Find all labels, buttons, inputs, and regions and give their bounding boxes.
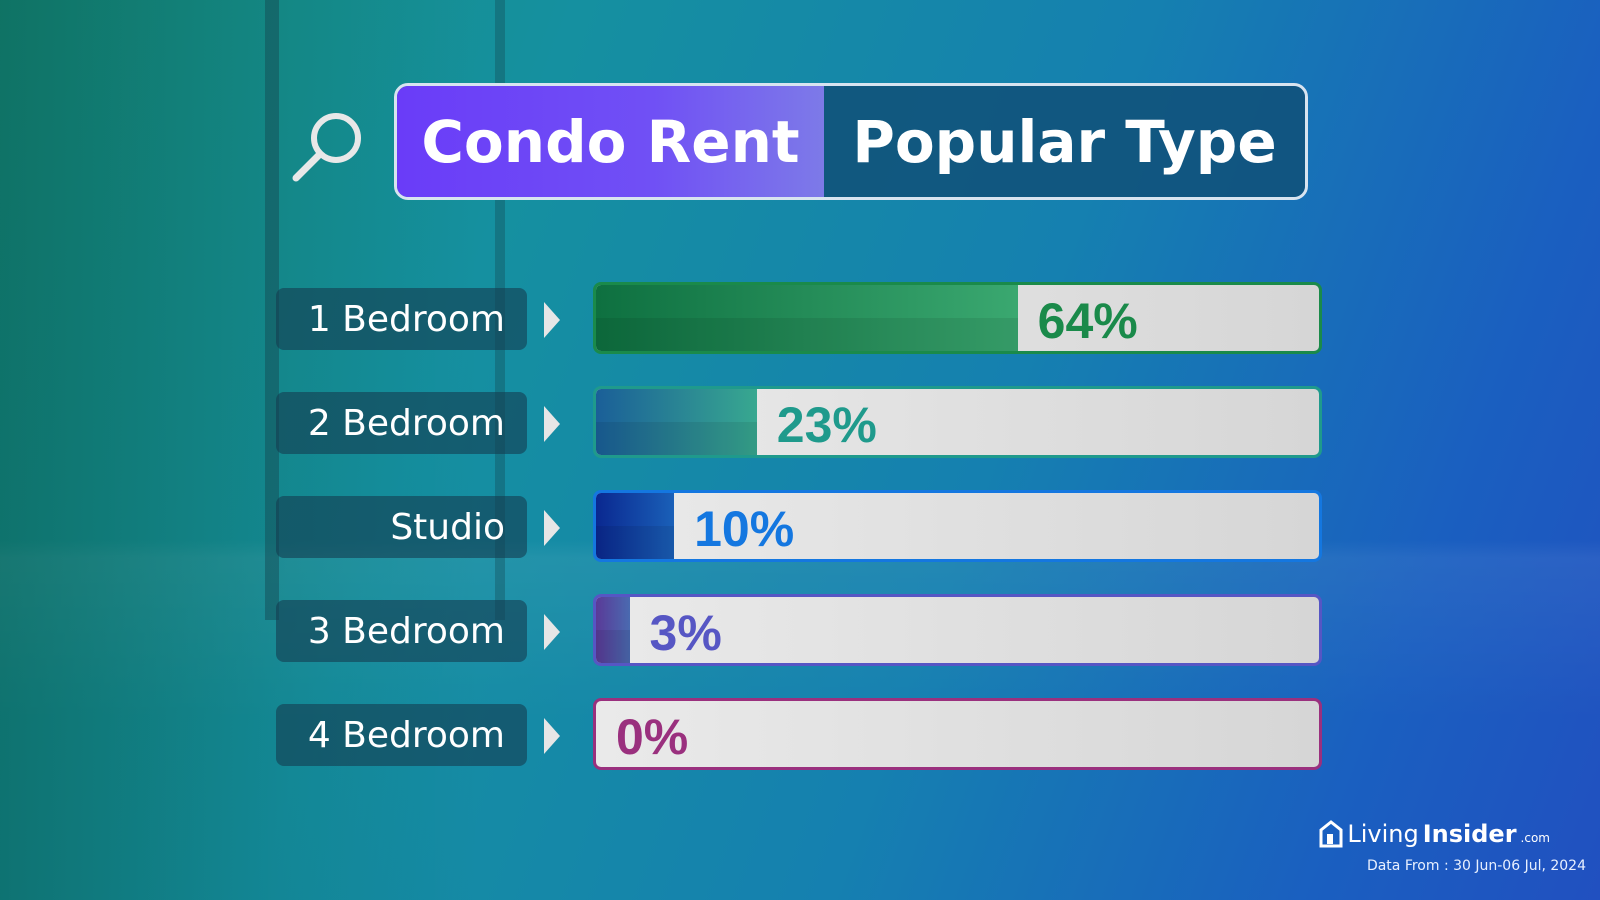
search-icon — [292, 113, 361, 182]
arrow-right-icon — [544, 302, 560, 338]
brand-insider: Insider — [1422, 820, 1517, 848]
brand-suffix: .com — [1520, 831, 1550, 845]
value-label: 10% — [694, 501, 795, 557]
bar-row: 2 Bedroom 23% — [276, 386, 1326, 460]
value-label: 23% — [776, 397, 877, 453]
arrow-right-icon — [544, 510, 560, 546]
bar-track: 0% — [593, 698, 1322, 770]
bar-track: 3% — [593, 594, 1322, 666]
brand-logo: Living Insider .com — [1319, 820, 1550, 848]
arrow-right-icon — [544, 718, 560, 754]
value-label: 0% — [616, 709, 689, 765]
bar-track: 23% — [593, 386, 1322, 458]
arrow-right-icon — [544, 614, 560, 650]
bar-fill — [596, 285, 1018, 351]
category-label: 3 Bedroom — [276, 600, 527, 662]
category-label: Studio — [276, 496, 527, 558]
bar-row: 3 Bedroom 3% — [276, 594, 1326, 668]
bar-track: 10% — [593, 490, 1322, 562]
bar-fill — [596, 389, 757, 455]
bar-fill — [596, 493, 675, 559]
bar-row: Studio 10% — [276, 490, 1326, 564]
bar-fill — [596, 597, 630, 663]
title-box: Condo Rent Popular Type — [394, 83, 1308, 200]
category-label: 2 Bedroom — [276, 392, 527, 454]
title-popular-type: Popular Type — [824, 86, 1305, 197]
title-condo-rent: Condo Rent — [397, 86, 824, 197]
bar-track: 64% — [593, 282, 1322, 354]
house-logo-icon — [1319, 820, 1343, 848]
category-label: 1 Bedroom — [276, 288, 527, 350]
bar-row: 1 Bedroom 64% — [276, 282, 1326, 356]
data-date-range: Data From : 30 Jun-06 Jul, 2024 — [1366, 858, 1586, 874]
value-label: 3% — [649, 605, 722, 661]
brand-living: Living — [1347, 820, 1419, 848]
bar-row: 4 Bedroom 0% — [276, 698, 1326, 772]
category-label: 4 Bedroom — [276, 704, 527, 766]
arrow-right-icon — [544, 406, 560, 442]
value-label: 64% — [1037, 293, 1138, 349]
